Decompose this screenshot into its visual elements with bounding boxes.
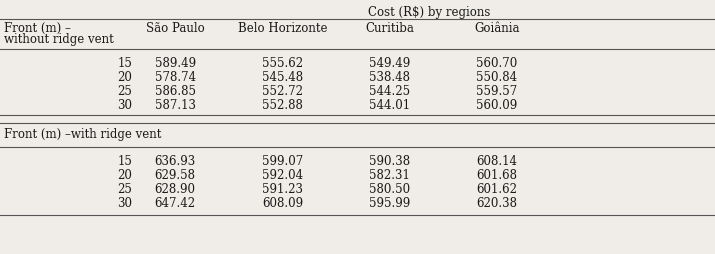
Text: 560.09: 560.09	[476, 99, 518, 112]
Text: 620.38: 620.38	[476, 196, 518, 209]
Text: 560.70: 560.70	[476, 57, 518, 70]
Text: 555.62: 555.62	[262, 57, 303, 70]
Text: Front (m) –: Front (m) –	[4, 22, 71, 35]
Text: Curitiba: Curitiba	[365, 22, 414, 35]
Text: 549.49: 549.49	[369, 57, 410, 70]
Text: 550.84: 550.84	[476, 71, 518, 84]
Text: 628.90: 628.90	[154, 182, 196, 195]
Text: 580.50: 580.50	[369, 182, 410, 195]
Text: Front (m) –with ridge vent: Front (m) –with ridge vent	[4, 128, 161, 140]
Text: Goiânia: Goiânia	[474, 22, 520, 35]
Text: 595.99: 595.99	[369, 196, 410, 209]
Text: 629.58: 629.58	[154, 168, 196, 181]
Text: 559.57: 559.57	[476, 85, 518, 98]
Text: 587.13: 587.13	[154, 99, 196, 112]
Text: 545.48: 545.48	[262, 71, 303, 84]
Text: 601.62: 601.62	[476, 182, 518, 195]
Text: 586.85: 586.85	[154, 85, 196, 98]
Text: São Paulo: São Paulo	[146, 22, 204, 35]
Text: 544.25: 544.25	[369, 85, 410, 98]
Text: 25: 25	[118, 85, 132, 98]
Text: 592.04: 592.04	[262, 168, 303, 181]
Text: without ridge vent: without ridge vent	[4, 33, 113, 46]
Text: 552.88: 552.88	[262, 99, 303, 112]
Text: 15: 15	[118, 57, 132, 70]
Text: 590.38: 590.38	[369, 154, 410, 167]
Text: 20: 20	[118, 71, 132, 84]
Text: Belo Horizonte: Belo Horizonte	[237, 22, 327, 35]
Text: Cost (R$) by regions: Cost (R$) by regions	[368, 6, 490, 19]
Text: 608.14: 608.14	[476, 154, 518, 167]
Text: 30: 30	[118, 99, 132, 112]
Text: 599.07: 599.07	[262, 154, 303, 167]
Text: 582.31: 582.31	[369, 168, 410, 181]
Text: 608.09: 608.09	[262, 196, 303, 209]
Text: 25: 25	[118, 182, 132, 195]
Text: 20: 20	[118, 168, 132, 181]
Text: 544.01: 544.01	[369, 99, 410, 112]
Text: 601.68: 601.68	[476, 168, 518, 181]
Text: 15: 15	[118, 154, 132, 167]
Text: 589.49: 589.49	[154, 57, 196, 70]
Text: 578.74: 578.74	[154, 71, 196, 84]
Text: 591.23: 591.23	[262, 182, 303, 195]
Text: 538.48: 538.48	[369, 71, 410, 84]
Text: 647.42: 647.42	[154, 196, 196, 209]
Text: 636.93: 636.93	[154, 154, 196, 167]
Text: 30: 30	[118, 196, 132, 209]
Text: 552.72: 552.72	[262, 85, 303, 98]
